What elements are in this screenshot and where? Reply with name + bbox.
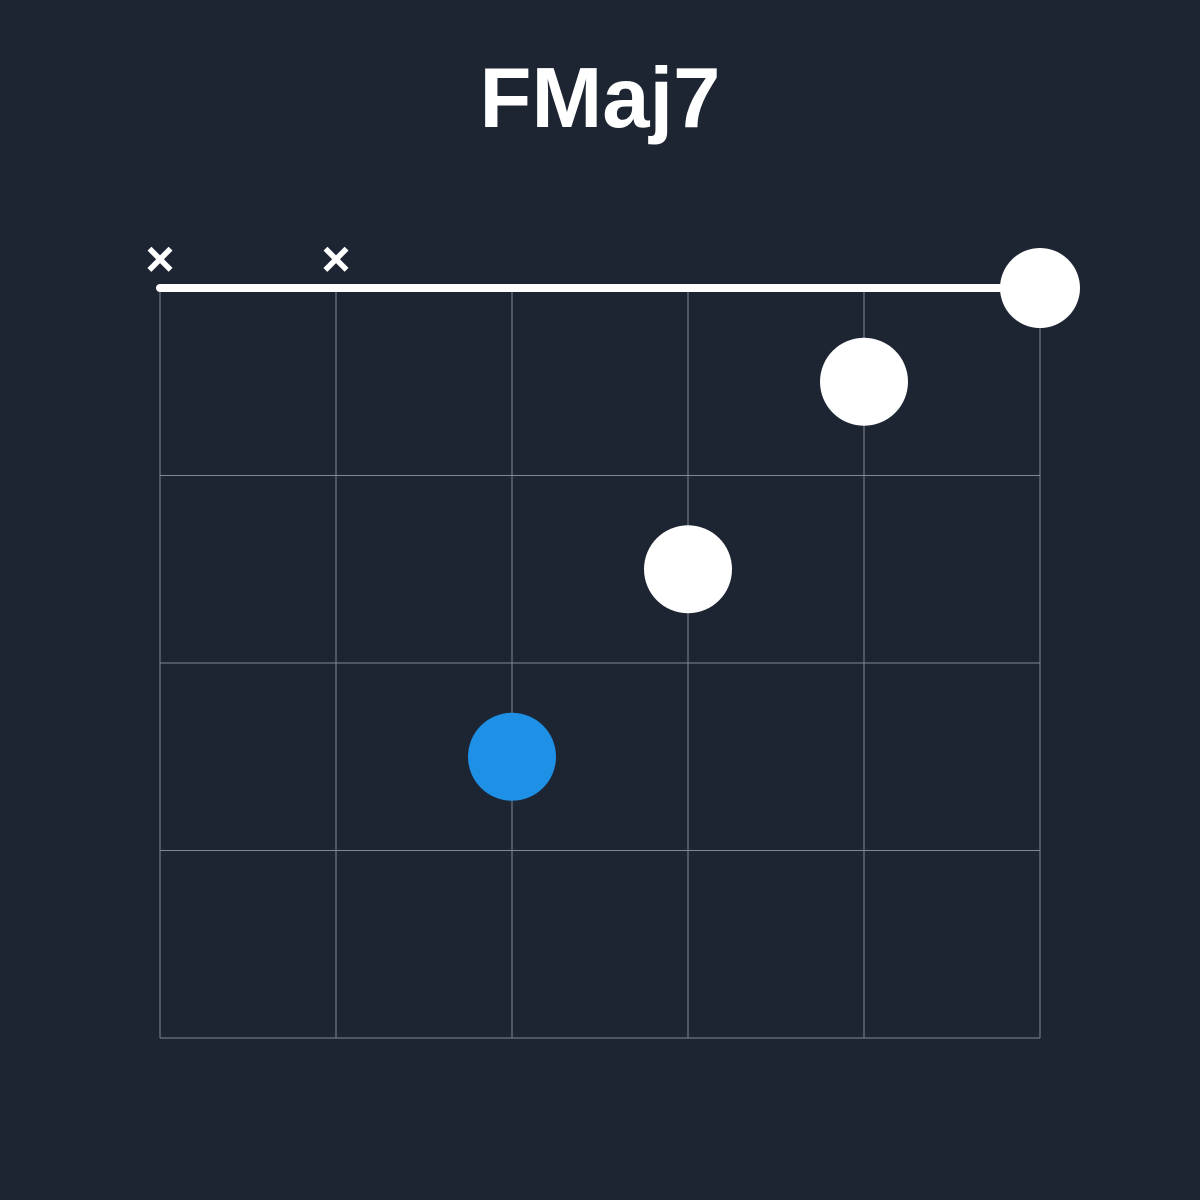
finger-dot <box>644 525 732 613</box>
chord-title: FMaj7 <box>480 50 721 148</box>
chord-svg: ×× <box>100 218 1100 1058</box>
finger-dot <box>820 338 908 426</box>
root-finger-dot <box>468 713 556 801</box>
muted-string-marker: × <box>145 231 174 287</box>
open-string-marker <box>1000 248 1080 328</box>
muted-string-marker: × <box>321 231 350 287</box>
chord-diagram: ×× <box>100 218 1100 1058</box>
